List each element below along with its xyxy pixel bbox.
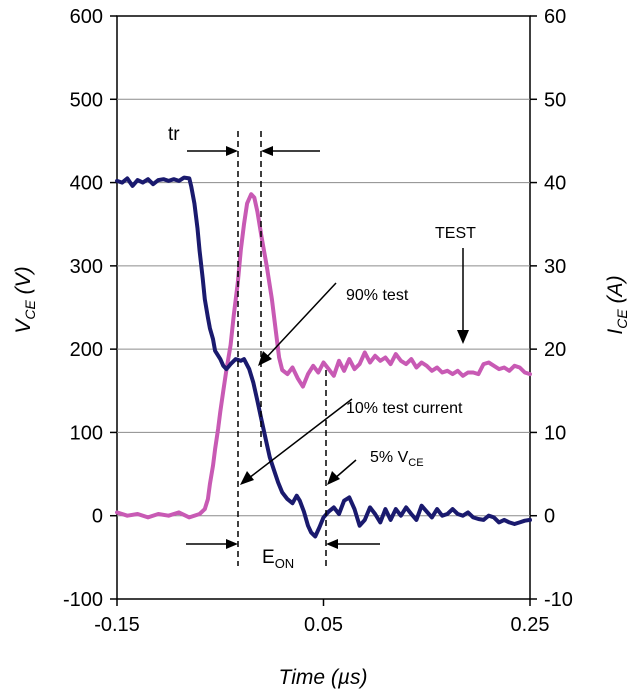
left-y-tick-label: -100 xyxy=(63,589,103,611)
left-y-tick-label: 300 xyxy=(70,256,103,278)
test-label: TEST xyxy=(435,225,476,242)
right-y-tick-label: 60 xyxy=(544,6,566,28)
right-y-axis-ticks: 60 50 40 30 20 10 0 -10 xyxy=(530,6,573,611)
eon-subscript: ON xyxy=(275,556,295,571)
left-y-tick-label: 500 xyxy=(70,89,103,111)
x-axis-ticks: -0.15 0.05 0.25 xyxy=(94,599,549,636)
left-y-tick-label: 600 xyxy=(70,6,103,28)
right-y-axis-title-suffix: (A) xyxy=(604,275,627,309)
five-vce-arrowhead xyxy=(327,471,340,485)
eon-main: E xyxy=(262,547,275,568)
x-tick-label: 0.25 xyxy=(511,614,550,636)
right-y-tick-label: 50 xyxy=(544,89,566,111)
left-y-axis-title-main: V xyxy=(12,318,35,334)
left-y-axis-title-suffix: (V) xyxy=(12,266,35,300)
right-y-tick-label: 10 xyxy=(544,422,566,444)
ten-test-current-arrow-line xyxy=(248,398,353,479)
right-y-tick-label: 40 xyxy=(544,173,566,195)
right-y-axis-title-main: I xyxy=(604,329,627,335)
left-y-tick-label: 0 xyxy=(92,506,103,528)
ten-test-current-arrowhead xyxy=(240,471,254,485)
five-vce-subscript: CE xyxy=(408,457,423,469)
eon-right-arrowhead xyxy=(326,539,338,549)
eon-left-arrowhead xyxy=(226,539,238,549)
ten-test-current-label: 10% test current xyxy=(346,400,463,417)
tr-label: tr xyxy=(168,124,180,145)
left-y-axis-title-sub: CE xyxy=(22,300,38,320)
left-y-tick-label: 400 xyxy=(70,173,103,195)
x-tick-label: 0.05 xyxy=(304,614,343,636)
right-y-axis-title-sub: CE xyxy=(614,309,630,329)
tr-left-arrowhead xyxy=(226,146,238,156)
annotation-labels: tr TEST 90% test 10% test current 5% VCE… xyxy=(168,124,476,571)
eon-label: EON xyxy=(262,547,294,571)
right-y-axis-title: ICE (A) xyxy=(604,275,630,334)
right-y-tick-label: 30 xyxy=(544,256,566,278)
left-y-tick-label: 100 xyxy=(70,422,103,444)
gridlines xyxy=(117,98,530,517)
x-tick-label: -0.15 xyxy=(94,614,140,636)
left-y-tick-label: 200 xyxy=(70,339,103,361)
test-arrowhead xyxy=(457,330,469,344)
left-y-axis-ticks: 600 500 400 300 200 100 0 -100 xyxy=(63,6,117,611)
five-vce-label: 5% VCE xyxy=(370,449,424,469)
five-vce-arrow-line xyxy=(333,459,357,480)
ninety-test-arrow-line xyxy=(265,282,337,359)
x-axis-title: Time (µs) xyxy=(279,666,368,689)
annotation-markers xyxy=(186,131,469,566)
right-y-tick-label: 20 xyxy=(544,339,566,361)
ninety-test-arrowhead xyxy=(258,351,272,366)
ice-series-line xyxy=(115,192,532,520)
tr-right-arrowhead xyxy=(261,146,273,156)
ninety-test-label: 90% test xyxy=(346,287,409,304)
vce-series-line xyxy=(115,175,532,539)
right-y-tick-label: -10 xyxy=(544,589,573,611)
series-layer xyxy=(115,175,532,539)
five-vce-prefix: 5% V xyxy=(370,449,409,466)
axis-titles: Time (µs) VCE (V) ICE (A) xyxy=(12,266,630,689)
left-y-axis-title: VCE (V) xyxy=(12,266,38,333)
right-y-tick-label: 0 xyxy=(544,506,555,528)
